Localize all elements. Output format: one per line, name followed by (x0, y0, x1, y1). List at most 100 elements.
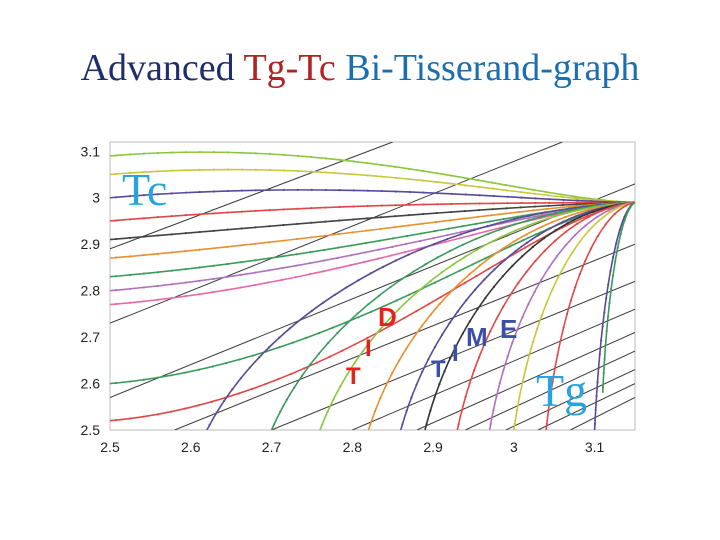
contour-dot-17 (495, 317, 498, 321)
contour-dot-11 (288, 327, 291, 330)
contour-dot-11 (231, 388, 234, 391)
contour-dot-1 (547, 194, 550, 197)
contour-dot-22 (602, 371, 605, 374)
contour-dot-5 (476, 215, 479, 218)
y-tick-label-3: 2.8 (81, 283, 101, 299)
contour-dot-15 (537, 234, 540, 237)
contour-dot-1 (240, 168, 243, 171)
contour-dot-10 (142, 415, 145, 418)
contour-dot-13 (526, 224, 529, 227)
contour-dot-4 (156, 234, 159, 237)
contour-dot-5 (170, 251, 173, 254)
contour-dot-12 (378, 294, 381, 297)
contour-dot-3 (296, 207, 299, 210)
contour-dot-1 (324, 171, 327, 174)
x-tick-label-3: 2.8 (343, 439, 363, 455)
contour-dot-11 (278, 336, 281, 339)
contour-dot-9 (509, 245, 512, 248)
contour-dot-5 (142, 254, 145, 257)
contour-dot-5 (560, 206, 563, 209)
diagonal-line-3 (174, 243, 635, 430)
contour-dot-5 (337, 232, 340, 236)
contour-dot-15 (427, 358, 430, 361)
contour-dot-9 (114, 381, 118, 385)
contour-dot-16 (554, 229, 557, 232)
diagonal-line-1 (110, 142, 563, 324)
contour-dot-0 (545, 191, 549, 194)
contour-dot-5 (490, 214, 493, 217)
contour-dot-6 (198, 266, 201, 269)
contour-dot-11 (357, 279, 360, 282)
contour-dot-6 (337, 246, 340, 249)
contour-dot-18 (595, 216, 598, 219)
contour-dot-1 (170, 169, 173, 172)
contour-dot-10 (303, 367, 306, 370)
contour-dot-22 (606, 315, 610, 319)
contour-dot-3 (520, 201, 523, 205)
contour-dot-8 (444, 240, 447, 243)
contour-dot-0 (421, 169, 424, 173)
contour-dot-10 (183, 407, 187, 410)
contour-dot-6 (156, 271, 159, 274)
contour-dot-4 (366, 217, 369, 220)
contour-dot-12 (400, 278, 403, 281)
contour-dot-17 (525, 270, 528, 273)
contour-dot-9 (458, 269, 462, 272)
contour-dot-11 (321, 301, 325, 304)
contour-dot-4 (310, 221, 313, 224)
contour-dot-11 (407, 253, 410, 256)
contour-dot-9 (170, 374, 173, 377)
contour-dot-3 (450, 202, 453, 206)
contour-dot-8 (128, 301, 132, 304)
contour-dot-13 (370, 338, 373, 342)
contour-dot-0 (170, 151, 173, 154)
contour-dot-15 (465, 299, 468, 302)
contour-dot-11 (420, 248, 423, 251)
contour-dot-9 (211, 365, 214, 368)
contour-dot-16 (521, 255, 524, 258)
contour-dot-8 (308, 273, 311, 276)
contour-dot-8 (142, 300, 145, 303)
contour-dot-7 (350, 254, 353, 257)
contour-dot-0 (476, 179, 480, 182)
contour-dot-6 (226, 262, 229, 266)
contour-dot-2 (198, 190, 201, 194)
contour-dot-3 (226, 211, 229, 214)
contour-dot-15 (473, 288, 477, 291)
contour-dot-4 (226, 228, 229, 231)
contour-dot-5 (114, 256, 118, 259)
contour-dot-18 (533, 290, 536, 293)
dit-letter-0: D (378, 302, 397, 332)
contour-dot-2 (506, 195, 509, 198)
contour-dot-21 (612, 256, 615, 259)
contour-dot-10 (366, 336, 369, 340)
contour-dot-8 (212, 290, 215, 294)
contour-dot-4 (212, 229, 215, 232)
contour-dot-4 (435, 211, 439, 215)
contour-dot-12 (356, 312, 359, 315)
contour-line-0 (110, 151, 635, 204)
contour-dot-15 (549, 226, 552, 230)
contour-dot-13 (475, 248, 479, 251)
contour-dot-0 (296, 154, 299, 157)
contour-dot-11 (382, 265, 385, 268)
contour-dot-2 (548, 198, 551, 201)
contour-dot-12 (424, 263, 427, 266)
contour-dot-13 (353, 361, 356, 364)
contour-dot-6 (240, 261, 243, 264)
contour-dot-5 (128, 255, 132, 258)
time-letter-0: T (431, 356, 446, 383)
contour-dot-2 (156, 193, 159, 196)
contour-dot-20 (624, 204, 628, 207)
dit-letter-1: I (365, 335, 372, 362)
contour-dot-21 (598, 353, 601, 356)
contour-dot-18 (564, 244, 567, 247)
contour-dot-1 (254, 168, 257, 171)
contour-dot-19 (545, 301, 548, 304)
contour-dot-2 (296, 188, 299, 191)
contour-dot-9 (291, 341, 295, 344)
contour-dot-3 (576, 201, 579, 204)
contour-dot-4 (338, 219, 341, 222)
contour-dot-13 (388, 317, 391, 320)
